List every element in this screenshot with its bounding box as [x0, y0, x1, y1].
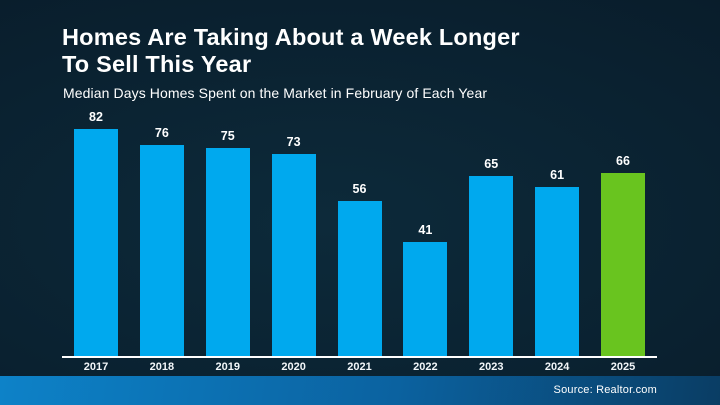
bar-value-label-2025: 66: [616, 154, 630, 168]
axis-label-2017: 2017: [83, 361, 109, 373]
bar-column-2021: 56: [337, 110, 382, 356]
bar-value-label-2022: 41: [418, 223, 433, 237]
bar-2018: [139, 145, 184, 356]
x-axis-labels: 2017 2018 2019 2020 2021 2022 2023 2024 2025: [62, 361, 657, 373]
bars: 82 76 75 73 56 41 65 61 66: [62, 110, 657, 356]
bar-column-2019: 75: [205, 110, 250, 356]
title-line-1: Homes Are Taking About a Week Longer: [62, 24, 520, 50]
bar-2019: [205, 148, 250, 356]
bar-column-2022: 41: [403, 110, 448, 356]
bar-column-2025: 66: [601, 110, 645, 356]
bar-2024: [535, 187, 580, 356]
title-line-2: To Sell This Year: [62, 51, 252, 77]
axis-label-2023: 2023: [479, 361, 504, 373]
axis-label-2020: 2020: [281, 361, 306, 373]
chart-subtitle: Median Days Homes Spent on the Market in…: [63, 85, 488, 101]
x-axis-line: [62, 356, 657, 358]
bar-column-2017: 82: [74, 110, 118, 356]
bar-2022: [403, 242, 448, 356]
bar-value-label-2019: 75: [220, 129, 235, 143]
bar-value-label-2024: 61: [550, 168, 565, 182]
bar-column-2023: 65: [469, 110, 514, 356]
axis-label-2019: 2019: [215, 361, 240, 373]
bar-column-2018: 76: [139, 110, 184, 356]
bar-value-label-2020: 73: [286, 135, 301, 149]
axis-label-2022: 2022: [413, 361, 438, 373]
axis-label-2024: 2024: [544, 361, 570, 373]
axis-label-2018: 2018: [149, 361, 175, 373]
bar-value-label-2021: 56: [352, 182, 367, 196]
bar-2023: [469, 176, 514, 356]
bar-value-label-2023: 65: [484, 157, 499, 171]
bar-column-2024: 61: [535, 110, 580, 356]
bar-2021: [337, 201, 382, 356]
source-credit: Source: Realtor.com: [553, 384, 657, 396]
bar-2025: [601, 173, 645, 356]
axis-label-2025: 2025: [610, 361, 636, 373]
axis-label-2021: 2021: [347, 361, 372, 373]
bar-value-label-2017: 82: [89, 110, 103, 124]
bar-chart: 82 76 75 73 56 41 65 61 66: [62, 110, 657, 356]
bar-2020: [271, 154, 316, 356]
page-title: Homes Are Taking About a Week Longer To …: [62, 24, 520, 78]
footer-band: Source: Realtor.com: [0, 376, 720, 405]
bar-value-label-2018: 76: [154, 126, 169, 140]
bar-2017: [74, 129, 118, 356]
bar-column-2020: 73: [271, 110, 316, 356]
